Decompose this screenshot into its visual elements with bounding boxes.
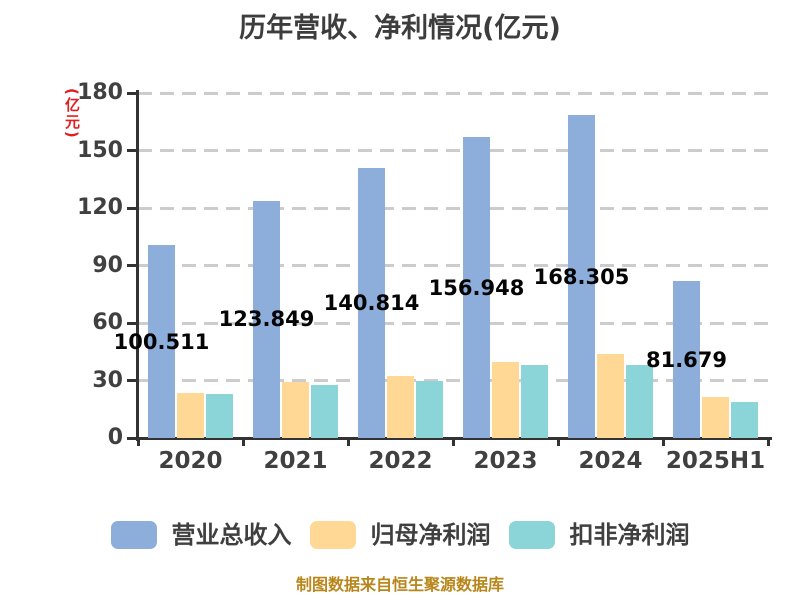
x-axis-tick xyxy=(661,438,665,446)
net-profit-bar xyxy=(177,392,204,438)
data-source-note: 制图数据来自恒生聚源数据库 xyxy=(295,575,504,594)
y-gridline xyxy=(138,379,770,382)
y-axis-tick xyxy=(127,436,137,440)
deducted-net-profit-bar xyxy=(626,364,653,438)
y-axis-unit-label: (亿元) xyxy=(63,88,81,140)
x-axis-tick xyxy=(346,438,350,446)
y-axis-tick xyxy=(127,91,137,95)
net-profit-bar xyxy=(387,376,414,438)
y-gridline xyxy=(138,206,770,210)
deducted-net-profit-bar xyxy=(521,365,548,438)
legend-label: 营业总收入 xyxy=(171,521,292,549)
y-gridline xyxy=(138,91,770,95)
y-axis-tick-label: 120 xyxy=(77,195,123,220)
y-axis-tick-label: 0 xyxy=(107,425,123,450)
x-axis-tick xyxy=(136,438,140,446)
y-axis-tick-label: 90 xyxy=(92,252,123,278)
bar-value-label: 140.814 xyxy=(323,291,420,316)
y-axis-tick-label: 60 xyxy=(92,310,123,335)
y-axis-line xyxy=(136,90,139,441)
bar-value-label: 123.849 xyxy=(218,307,315,332)
y-axis-tick-label: 30 xyxy=(92,367,123,393)
net-profit-bar xyxy=(282,381,309,438)
deducted-net-profit-bar xyxy=(731,402,758,438)
legend-label: 归母净利润 xyxy=(370,521,491,549)
net-profit-bar xyxy=(492,362,519,438)
x-axis-label: 2024 xyxy=(578,448,643,474)
legend-swatch-icon xyxy=(110,521,157,549)
legend-item: 归母净利润 xyxy=(309,520,491,550)
total-revenue-bar xyxy=(253,200,280,438)
net-profit-bar xyxy=(597,354,624,438)
bar-value-label: 81.679 xyxy=(645,347,728,372)
x-axis-label: 2023 xyxy=(473,448,538,474)
bar-value-label: 100.511 xyxy=(113,329,210,354)
legend: 营业总收入 归母净利润 扣非净利润 xyxy=(0,520,800,550)
total-revenue-bar xyxy=(673,281,700,438)
y-axis-tick-label: 150 xyxy=(77,137,123,163)
y-axis-tick-label: 180 xyxy=(77,80,123,105)
legend-item: 扣非净利润 xyxy=(508,520,690,550)
y-axis-tick xyxy=(127,264,137,267)
y-gridline xyxy=(138,321,770,325)
chart-title: 历年营收、净利情况(亿元) xyxy=(239,13,561,44)
x-axis-label: 2021 xyxy=(263,448,328,474)
deducted-net-profit-bar xyxy=(416,381,443,438)
deducted-net-profit-bar xyxy=(311,385,338,438)
total-revenue-bar xyxy=(358,168,385,438)
x-axis-tick xyxy=(241,438,245,446)
y-axis-tick xyxy=(127,206,137,210)
deducted-net-profit-bar xyxy=(206,394,233,438)
x-axis-label: 2020 xyxy=(158,448,223,474)
bar-value-label: 156.948 xyxy=(428,275,525,300)
y-axis-tick xyxy=(127,149,137,152)
x-axis-tick xyxy=(766,438,770,446)
legend-swatch-icon xyxy=(508,521,555,549)
bar-value-label: 168.305 xyxy=(533,264,630,289)
net-profit-bar xyxy=(702,396,729,438)
y-gridline xyxy=(138,149,770,152)
legend-swatch-icon xyxy=(309,521,356,549)
total-revenue-bar xyxy=(463,137,490,438)
total-revenue-bar xyxy=(148,245,175,438)
legend-item: 营业总收入 xyxy=(110,520,292,550)
x-axis-label: 2022 xyxy=(368,448,433,474)
y-axis-tick xyxy=(127,379,137,382)
x-axis-tick xyxy=(451,438,455,446)
x-axis-label: 2025H1 xyxy=(665,448,766,474)
x-axis-tick xyxy=(556,438,560,446)
y-gridline xyxy=(138,264,770,267)
total-revenue-bar xyxy=(568,115,595,438)
y-axis-tick xyxy=(127,321,137,325)
legend-label: 扣非净利润 xyxy=(569,521,690,549)
